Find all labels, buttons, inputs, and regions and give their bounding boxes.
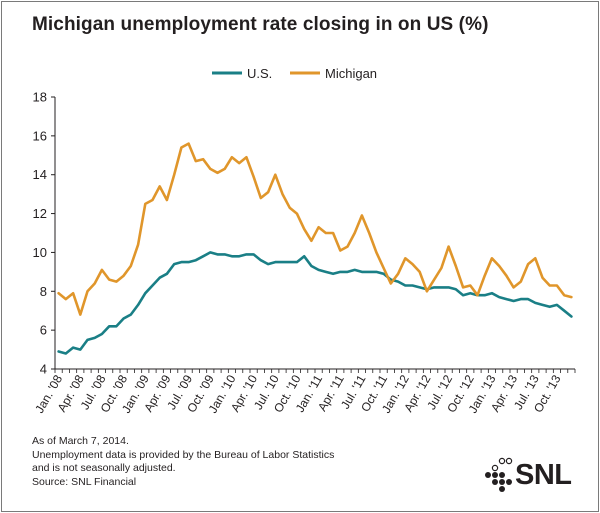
y-tick-label: 12 xyxy=(33,206,47,221)
footnote-line: and is not seasonally adjusted. xyxy=(32,462,176,474)
legend-label: U.S. xyxy=(247,66,272,81)
series-line-us xyxy=(57,251,573,355)
snl-logo: SNL xyxy=(482,457,582,497)
legend-label: Michigan xyxy=(325,66,377,81)
footnote-line: As of March 7, 2014. xyxy=(32,435,129,447)
chart-title: Michigan unemployment rate closing in on… xyxy=(32,14,489,35)
y-tick-label: 18 xyxy=(33,90,47,105)
y-tick-label: 6 xyxy=(40,323,47,338)
footnote-line: Unemployment data is provided by the Bur… xyxy=(32,448,335,461)
footnote: As of March 7, 2014. Unemployment data i… xyxy=(32,435,334,489)
snl-dots-icon xyxy=(485,457,513,492)
footnote-line: Source: SNL Financial xyxy=(32,475,137,488)
y-tick-label: 10 xyxy=(33,245,47,260)
y-tick-label: 16 xyxy=(33,128,47,143)
logo-text: SNL xyxy=(515,459,572,491)
y-tick-label: 4 xyxy=(40,362,47,377)
y-tick-label: 14 xyxy=(33,167,47,182)
series-line-michigan xyxy=(57,142,573,316)
y-tick-label: 8 xyxy=(40,284,47,299)
